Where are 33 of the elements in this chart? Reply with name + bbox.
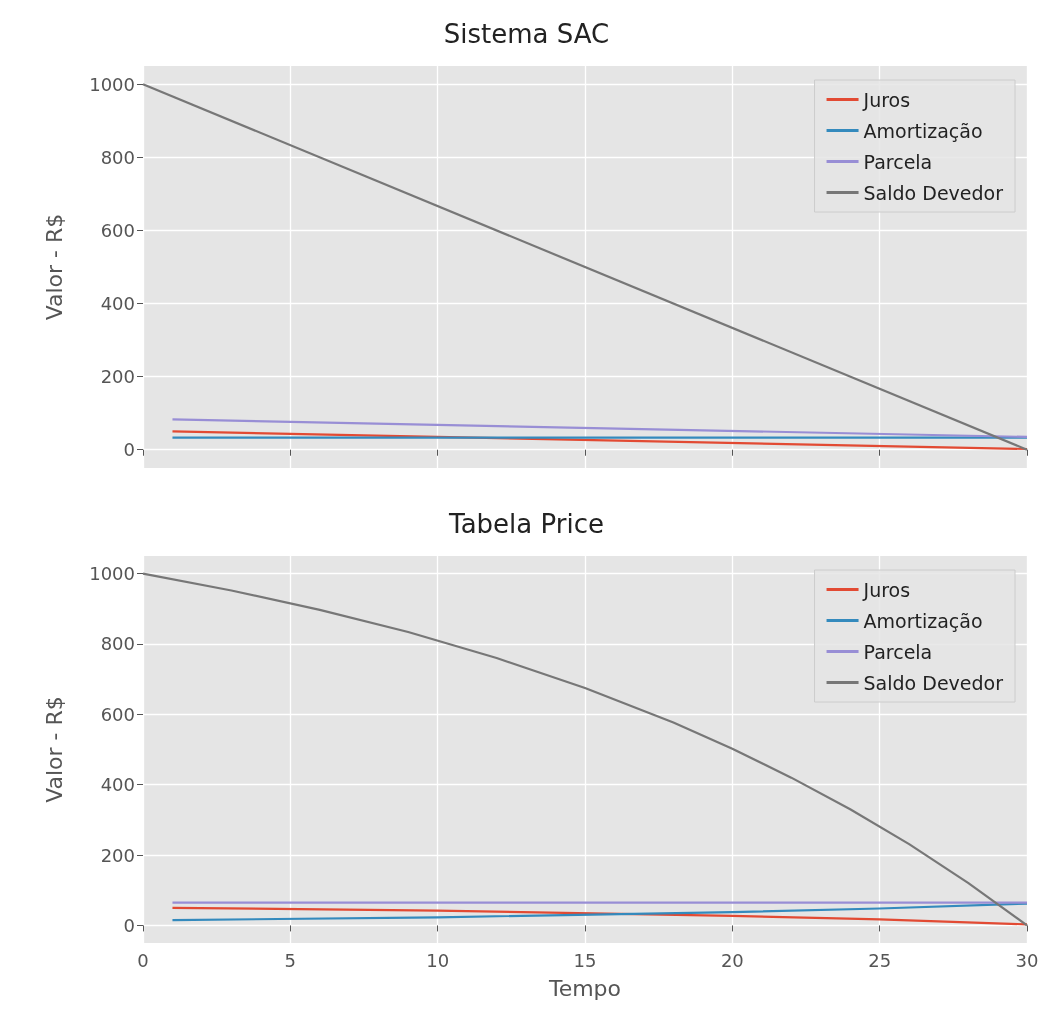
chart-title: Tabela Price	[448, 509, 604, 539]
x-tick-label: 15	[573, 949, 597, 971]
x-tick-label: 25	[868, 949, 892, 971]
legend-label: Saldo Devedor	[863, 671, 1004, 694]
legend-label: Parcela	[863, 640, 933, 663]
legend-label: Parcela	[863, 150, 933, 173]
legend-label: Juros	[862, 578, 911, 601]
y-axis-title: Valor - R$	[41, 696, 67, 803]
x-axis-title: Tempo	[547, 975, 622, 1001]
y-axis-title: Valor - R$	[41, 213, 67, 321]
legend-label: Amortização	[863, 119, 983, 142]
legend-label: Juros	[862, 88, 911, 111]
y-tick-label: 0	[123, 914, 135, 936]
y-tick-label: 800	[100, 146, 135, 168]
chart-title: Sistema SAC	[443, 19, 610, 49]
y-tick-label: 600	[100, 703, 135, 725]
y-tick-label: 400	[100, 774, 135, 796]
x-tick-label: 20	[720, 949, 744, 971]
y-tick-label: 400	[100, 293, 135, 315]
y-tick-label: 800	[100, 633, 135, 655]
x-tick-label: 10	[426, 949, 450, 971]
x-tick-label: 0	[137, 949, 149, 971]
y-tick-label: 1000	[89, 73, 135, 95]
y-tick-label: 1000	[89, 563, 135, 585]
x-tick-label: 30	[1015, 949, 1039, 971]
legend-label: Amortização	[863, 609, 983, 632]
y-tick-label: 200	[100, 844, 135, 866]
x-tick-label: 5	[284, 949, 297, 971]
y-tick-label: 600	[100, 219, 135, 241]
y-tick-label: 0	[123, 439, 135, 461]
y-tick-label: 200	[100, 366, 135, 388]
line-series	[141, 572, 1029, 927]
legend-label: Saldo Devedor	[863, 181, 1004, 204]
